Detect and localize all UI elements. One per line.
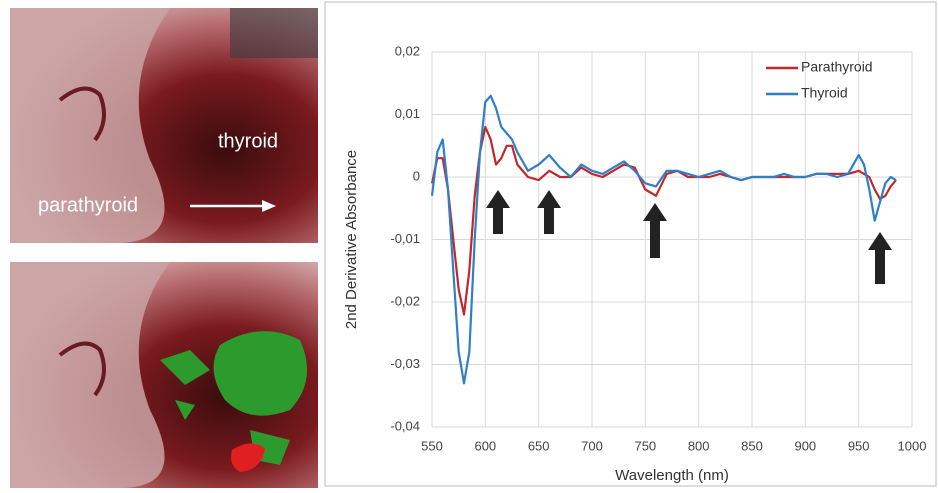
- x-tick-label: 1000: [898, 438, 927, 453]
- photo-bottom: [10, 262, 318, 488]
- x-tick-label: 600: [474, 438, 496, 453]
- photo-top: thyroid parathyroid: [10, 8, 318, 243]
- legend-label: Thyroid: [801, 85, 848, 101]
- y-tick-label: 0,02: [395, 43, 420, 58]
- chart: -0,04 -0,03 -0,02 -0,01 0 0,01 0,02 550 600 650 70…: [343, 43, 926, 484]
- x-tick-label: 700: [581, 438, 603, 453]
- series-line: [430, 94, 897, 385]
- legend-label: Parathyroid: [801, 59, 873, 75]
- y-tick-label: 0: [413, 168, 420, 183]
- y-tick-label: -0,03: [390, 356, 420, 371]
- y-tick-label: -0,04: [390, 418, 420, 433]
- x-tick-label: 650: [528, 438, 550, 453]
- x-tick-label: 750: [634, 438, 656, 453]
- y-tick-label: 0,01: [395, 106, 420, 121]
- pointer-arrow-head: [262, 200, 276, 212]
- peak-arrows: [486, 190, 892, 284]
- parathyroid-label: parathyroid: [38, 194, 138, 216]
- x-tick-label: 800: [688, 438, 710, 453]
- y-axis-title: 2nd Derivative Absorbance: [343, 150, 360, 329]
- thyroid-label: thyroid: [218, 130, 278, 152]
- y-tick-label: -0,02: [390, 293, 420, 308]
- x-tick-label: 550: [421, 438, 443, 453]
- x-axis-title: Wavelength (nm): [615, 467, 729, 484]
- y-tick-label: -0,01: [390, 231, 420, 246]
- x-tick-label: 900: [794, 438, 816, 453]
- x-tick-label: 850: [741, 438, 763, 453]
- chart-frame: [324, 1, 937, 487]
- x-tick-label: 950: [848, 438, 870, 453]
